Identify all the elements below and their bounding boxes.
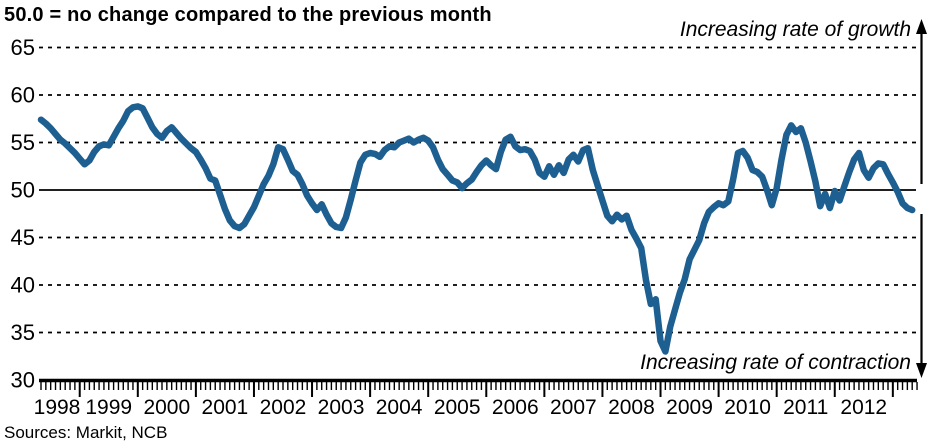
x-tick-label-2006: 2006 [492,396,539,419]
x-tick-label-2011: 2011 [783,396,828,419]
x-tick-label-2012: 2012 [840,396,887,419]
y-tick-label-60: 60 [11,83,35,108]
y-tick-label-30: 30 [11,368,35,393]
chart-title: 50.0 = no change compared to the previou… [4,4,492,26]
x-tick-label-2007: 2007 [550,396,597,419]
x-axis [39,378,918,397]
y-tick-label-65: 65 [11,35,35,60]
x-tick-label-2010: 2010 [724,396,771,419]
y-tick-label-50: 50 [11,178,35,203]
y-tick-label-35: 35 [11,320,35,345]
pmi-data-line [37,103,916,355]
y-tick-label-45: 45 [11,225,35,250]
pmi-line-series [37,103,916,355]
x-tick-label-2003: 2003 [318,396,365,419]
x-tick-label-2004: 2004 [376,396,423,419]
x-tick-label-2000: 2000 [143,396,190,419]
y-tick-labels: 30 35 40 45 50 55 60 65 [11,35,35,393]
x-tick-label-2009: 2009 [666,396,713,419]
x-tick-labels: 1998 1999 2000 2001 2002 2003 2004 2005 2006 2007… [34,396,887,419]
x-tick-label-2001: 2001 [202,396,249,419]
x-tick-label-2005: 2005 [434,396,481,419]
annotation-increasing-contraction: Increasing rate of contraction [640,351,911,374]
contraction-arrow-icon [916,214,927,378]
x-tick-label-2008: 2008 [608,396,655,419]
source-caption: Sources: Markit, NCB [4,423,168,442]
growth-arrow-icon [916,19,927,184]
x-tick-label-1998: 1998 [34,396,81,419]
x-tick-label-2002: 2002 [260,396,307,419]
y-tick-label-55: 55 [11,130,35,155]
annotation-increasing-growth: Increasing rate of growth [679,18,911,41]
x-tick-label-1999: 1999 [85,396,132,419]
y-tick-label-40: 40 [11,273,35,298]
